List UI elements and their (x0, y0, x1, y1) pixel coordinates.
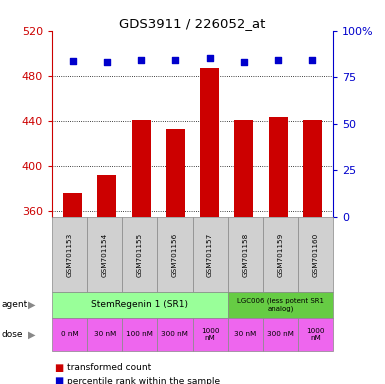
Bar (97, 175, 116, 217)
Text: ▶: ▶ (28, 300, 35, 310)
Text: transformed count: transformed count (67, 363, 152, 372)
Text: GSM701159: GSM701159 (277, 232, 283, 276)
Text: 300 nM: 300 nM (267, 331, 294, 337)
Bar (63, 193, 82, 217)
Point (241, 59, 247, 65)
Bar (132, 120, 151, 217)
Point (138, 57, 144, 63)
Text: GSM701155: GSM701155 (137, 232, 143, 276)
Point (310, 57, 316, 63)
Bar (166, 129, 185, 217)
Point (275, 57, 281, 63)
Point (69, 58, 75, 64)
Text: StemRegenin 1 (SR1): StemRegenin 1 (SR1) (91, 300, 188, 310)
Text: 30 nM: 30 nM (234, 331, 256, 337)
Text: GSM701158: GSM701158 (242, 232, 248, 276)
Text: 1000
nM: 1000 nM (306, 328, 325, 341)
Text: 0 nM: 0 nM (61, 331, 79, 337)
Point (172, 57, 178, 63)
Text: dose: dose (2, 330, 23, 339)
Bar (303, 120, 322, 217)
Text: 30 nM: 30 nM (94, 331, 116, 337)
Text: GSM701153: GSM701153 (67, 232, 72, 276)
Text: GSM701154: GSM701154 (102, 232, 108, 276)
Text: 1000
nM: 1000 nM (201, 328, 219, 341)
Text: ■: ■ (54, 376, 63, 384)
Text: agent: agent (2, 300, 28, 310)
Text: LGC006 (less potent SR1
analog): LGC006 (less potent SR1 analog) (237, 298, 324, 312)
Text: GSM701157: GSM701157 (207, 232, 213, 276)
Text: ▶: ▶ (28, 329, 35, 339)
Text: percentile rank within the sample: percentile rank within the sample (67, 377, 221, 384)
Text: 300 nM: 300 nM (161, 331, 188, 337)
Title: GDS3911 / 226052_at: GDS3911 / 226052_at (119, 17, 266, 30)
Bar (234, 120, 253, 217)
Bar (269, 116, 288, 217)
Text: 100 nM: 100 nM (126, 331, 153, 337)
Text: GSM701160: GSM701160 (313, 232, 318, 276)
Text: ■: ■ (54, 363, 63, 373)
Point (207, 55, 213, 61)
Text: GSM701156: GSM701156 (172, 232, 178, 276)
Bar (200, 68, 219, 217)
Point (104, 59, 110, 65)
